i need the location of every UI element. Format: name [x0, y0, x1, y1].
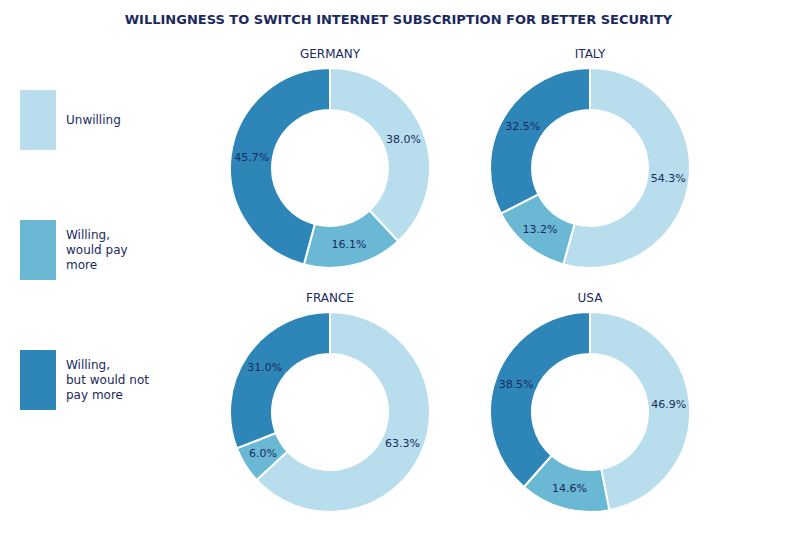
legend-label: Willing,would paymore — [66, 228, 128, 272]
slice — [590, 312, 690, 510]
donut: ITALY 54.3% 13.2% 32.5% — [490, 47, 690, 268]
donut-title: FRANCE — [306, 291, 354, 305]
data-labels: 46.9% 14.6% 38.5% — [499, 378, 686, 495]
donut: GERMANY 38.0% 16.1% 45.7% — [230, 47, 430, 268]
data-label: 46.9% — [651, 398, 686, 411]
data-label: 14.6% — [552, 482, 587, 495]
donut-title: USA — [578, 291, 604, 305]
legend-swatch — [20, 90, 56, 150]
slice — [230, 68, 330, 265]
donut: FRANCE 63.3% 6.0% 31.0% — [230, 291, 430, 512]
slice — [490, 312, 590, 487]
legend-item: Willing,but would notpay more — [20, 350, 149, 410]
data-labels: 38.0% 16.1% 45.7% — [234, 133, 421, 252]
slices — [490, 312, 690, 512]
legend-item: Willing,would paymore — [20, 220, 128, 280]
donut-title: ITALY — [575, 47, 606, 61]
legend-swatch — [20, 350, 56, 410]
slices — [230, 68, 430, 268]
legend-item: Unwilling — [20, 90, 121, 150]
legend-swatch — [20, 220, 56, 280]
data-label: 38.5% — [499, 378, 534, 391]
data-label: 63.3% — [385, 437, 420, 450]
data-labels: 54.3% 13.2% 32.5% — [505, 120, 686, 235]
slice — [330, 68, 430, 241]
data-label: 31.0% — [247, 361, 282, 374]
donut-title: GERMANY — [300, 47, 361, 61]
legend-label: Unwilling — [66, 113, 121, 127]
chart: WILLINGNESS TO SWITCH INTERNET SUBSCRIPT… — [0, 0, 797, 546]
data-labels: 63.3% 6.0% 31.0% — [247, 361, 420, 460]
legend: Unwilling Willing,would paymore Willing,bu… — [20, 90, 149, 410]
slice — [490, 68, 590, 213]
data-label: 6.0% — [249, 447, 277, 460]
slices — [490, 68, 690, 268]
slices — [230, 312, 430, 512]
data-label: 13.2% — [523, 223, 558, 236]
data-label: 54.3% — [651, 172, 686, 185]
legend-label: Willing,but would notpay more — [66, 358, 149, 402]
data-label: 45.7% — [234, 151, 269, 164]
slice — [230, 312, 330, 448]
donut: USA 46.9% 14.6% 38.5% — [490, 291, 690, 512]
title: WILLINGNESS TO SWITCH INTERNET SUBSCRIPT… — [125, 12, 673, 27]
data-label: 32.5% — [505, 120, 540, 133]
data-label: 38.0% — [386, 133, 421, 146]
data-label: 16.1% — [331, 238, 366, 251]
slice — [304, 210, 398, 268]
